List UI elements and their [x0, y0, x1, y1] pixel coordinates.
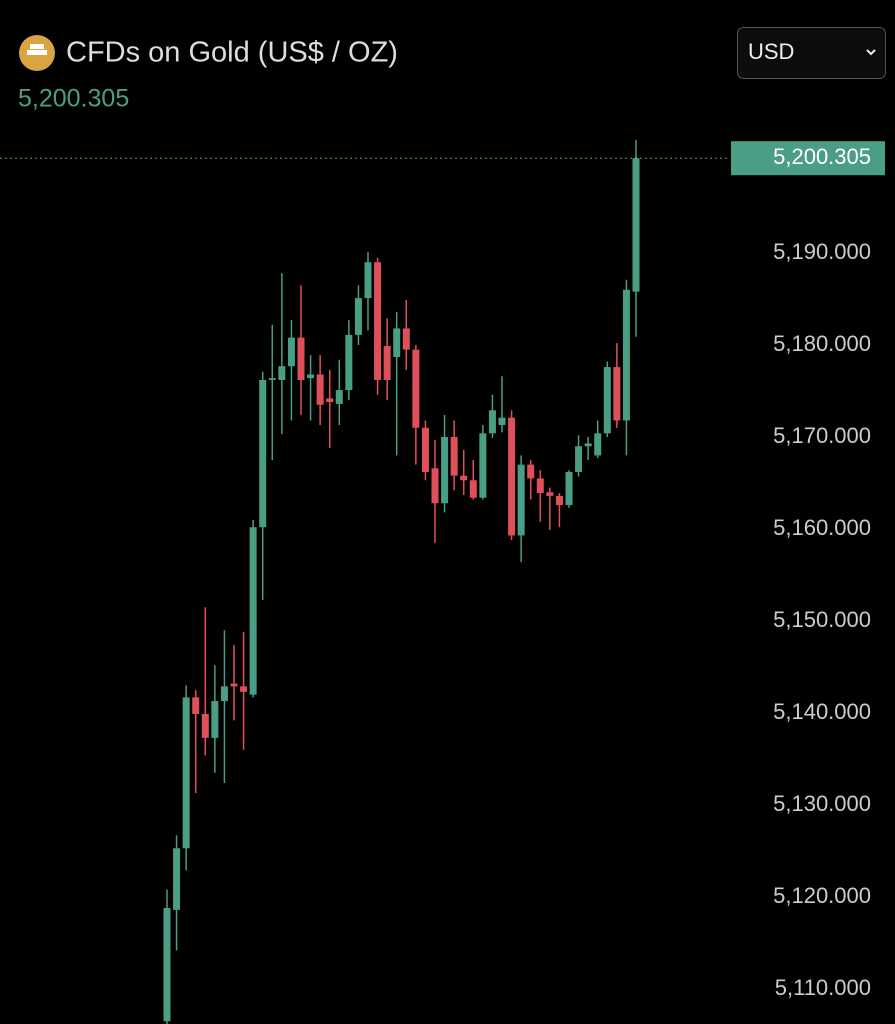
- candle-body: [488, 410, 496, 434]
- candle-body: [575, 446, 583, 472]
- price-tag: [731, 141, 885, 176]
- candle-body: [412, 349, 420, 428]
- candle-body: [594, 433, 602, 456]
- chart-title: CFDs on Gold (US$ / OZ): [66, 37, 398, 69]
- candle-body: [431, 468, 439, 504]
- candle-body: [479, 433, 487, 498]
- candle-body: [211, 701, 219, 738]
- y-tick-label: 5,140.000: [773, 699, 871, 724]
- y-tick-label: 5,190.000: [773, 239, 871, 264]
- candle-body: [192, 697, 200, 714]
- candle-body: [230, 683, 238, 687]
- price-tag-label: 5,200.305: [773, 144, 871, 169]
- current-price: 5,200.305: [18, 85, 129, 113]
- candle-body: [584, 443, 592, 447]
- candle-body: [632, 158, 640, 292]
- candle-body: [555, 495, 563, 506]
- candle-body: [622, 289, 630, 421]
- gold-icon-bar: [27, 50, 47, 55]
- candle-body: [326, 398, 334, 403]
- candle-body: [173, 848, 181, 910]
- y-tick-label: 5,120.000: [773, 883, 871, 908]
- candle-body: [182, 697, 190, 849]
- candle-body: [603, 367, 611, 434]
- candle-body: [316, 374, 324, 405]
- candle-body: [287, 337, 295, 367]
- candle-body: [268, 378, 276, 380]
- candle-body: [278, 366, 286, 380]
- y-tick-label: 5,130.000: [773, 791, 871, 816]
- select-box[interactable]: [737, 27, 886, 79]
- candle-body: [249, 527, 257, 695]
- candle-body: [297, 337, 305, 380]
- y-tick-label: 5,160.000: [773, 515, 871, 540]
- candle-body: [307, 374, 315, 379]
- candle-body: [613, 367, 621, 421]
- candle-body: [393, 328, 401, 357]
- candle-body: [498, 417, 506, 426]
- candle-body: [163, 908, 171, 1022]
- candle-body: [374, 262, 382, 380]
- candle-body: [508, 417, 516, 536]
- candle-body: [565, 471, 573, 506]
- gold-icon-bar: [30, 44, 44, 49]
- y-tick-label: 5,150.000: [773, 607, 871, 632]
- candle-body: [259, 379, 267, 528]
- candle-body: [201, 713, 209, 738]
- candle-body: [421, 427, 429, 472]
- candle-body: [220, 686, 228, 702]
- candle-body: [335, 390, 343, 404]
- candle-body: [402, 328, 410, 350]
- y-tick-label: 5,170.000: [773, 423, 871, 448]
- chevron[interactable]: [866, 49, 876, 56]
- candle-body: [517, 464, 525, 536]
- candle-body: [546, 492, 554, 496]
- candle-body: [240, 686, 248, 692]
- candle-body: [527, 464, 535, 479]
- y-tick-label: 5,180.000: [773, 331, 871, 356]
- candle-body: [441, 437, 449, 504]
- currency-select[interactable]: USD: [737, 27, 886, 79]
- candle-body: [364, 262, 372, 299]
- candle-body: [450, 437, 458, 476]
- candle-body: [345, 334, 353, 391]
- candle-body: [383, 345, 391, 380]
- candle-body: [354, 298, 362, 335]
- candle-body: [460, 475, 468, 481]
- candle-body: [469, 480, 477, 498]
- select-text[interactable]: USD: [748, 39, 794, 64]
- y-tick-label: 5,110.000: [775, 975, 871, 1000]
- candle-body: [536, 478, 544, 494]
